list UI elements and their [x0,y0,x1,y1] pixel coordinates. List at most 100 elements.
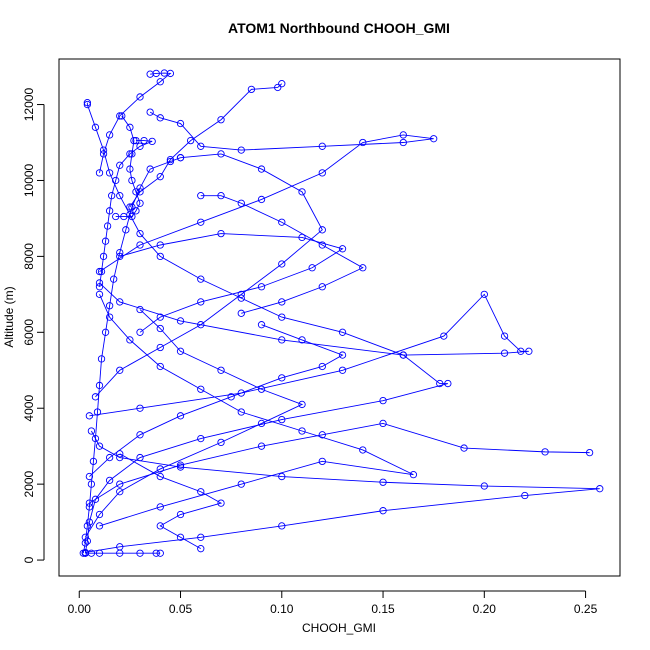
data-point [217,366,225,374]
plot-frame [58,58,621,577]
x-tick-label: 0.00 [68,602,92,616]
data-point [197,275,205,283]
data-point [156,78,164,86]
data-point [298,336,306,344]
data-point [116,248,124,257]
data-point [338,366,347,374]
data-point [338,328,347,336]
data-point [105,302,114,310]
data-point [197,385,205,393]
data-point [85,518,94,526]
data-point [237,199,245,207]
data-point [186,136,195,145]
data-point [318,142,326,150]
data-point [87,427,96,435]
data-point [81,533,89,541]
y-tick-label: 10000 [22,163,36,197]
data-point [237,389,245,397]
data-point [83,99,92,107]
series-line [99,111,434,272]
series-line [84,102,448,554]
data-point [197,488,205,496]
series-line [99,72,172,173]
data-point [95,549,104,557]
series-line [129,83,283,208]
data-point [217,499,225,507]
data-point [112,212,120,221]
x-axis: 0.00 0.05 0.10 0.15 0.20 0.25 [68,590,598,616]
y-tick-label: 0 [22,556,36,563]
data-point [126,165,134,173]
data-point [409,470,418,479]
data-point [585,448,594,457]
data-point [217,150,225,158]
data-point [460,444,468,452]
data-point [444,379,452,388]
y-tick-label: 6000 [22,319,36,346]
data-point [379,419,387,428]
data-point [318,457,326,466]
data-point [298,427,306,435]
data-point [156,343,164,352]
data-point [116,298,124,306]
data-point [156,241,164,249]
series-line [115,115,141,217]
data-point [148,137,156,146]
data-point [176,412,185,420]
data-point [95,522,104,530]
data-point [99,252,108,261]
data-point [338,351,347,359]
data-point [116,453,124,462]
data-point [95,442,104,450]
data-point [156,549,164,557]
data-point [237,290,245,298]
data-point [136,142,144,150]
data-point [379,478,387,486]
x-axis-label: CHOOH_GMI [302,621,376,635]
data-point [95,267,104,276]
data-series [81,427,604,557]
data-point [116,112,124,120]
data-point [152,549,160,557]
data-point [298,400,306,409]
data-point [318,283,326,291]
data-point [128,212,136,221]
data-point [95,283,104,291]
data-point [101,237,110,245]
data-point [156,114,164,122]
data-point [156,252,164,261]
data-point [197,218,205,226]
data-point [197,192,205,200]
data-point [116,450,124,458]
data-series [95,290,418,530]
data-point [379,396,387,405]
data-point [136,328,144,336]
data-point [359,446,367,454]
data-series [95,108,438,276]
data-point [217,229,225,238]
data-point [132,188,140,196]
x-tick-label: 0.10 [270,602,294,616]
data-point [480,290,488,298]
data-point [197,142,205,150]
data-point [126,336,134,344]
data-point [338,245,347,253]
data-point [197,434,205,443]
x-tick-label: 0.15 [371,602,395,616]
series-line [119,453,223,550]
data-point [436,379,444,388]
data-point [136,241,144,249]
data-point [83,522,92,530]
data-point [85,472,94,481]
data-point [126,150,134,158]
data-point [176,154,185,162]
data-point [500,332,509,340]
data-point [112,176,120,185]
series-line [89,422,590,504]
y-axis: 0 2000 4000 6000 8000 10000 12000 [22,88,45,563]
data-point [298,233,306,242]
data-point [116,488,124,496]
data-point [318,169,326,177]
data-point [217,116,225,124]
data-point [237,146,245,154]
